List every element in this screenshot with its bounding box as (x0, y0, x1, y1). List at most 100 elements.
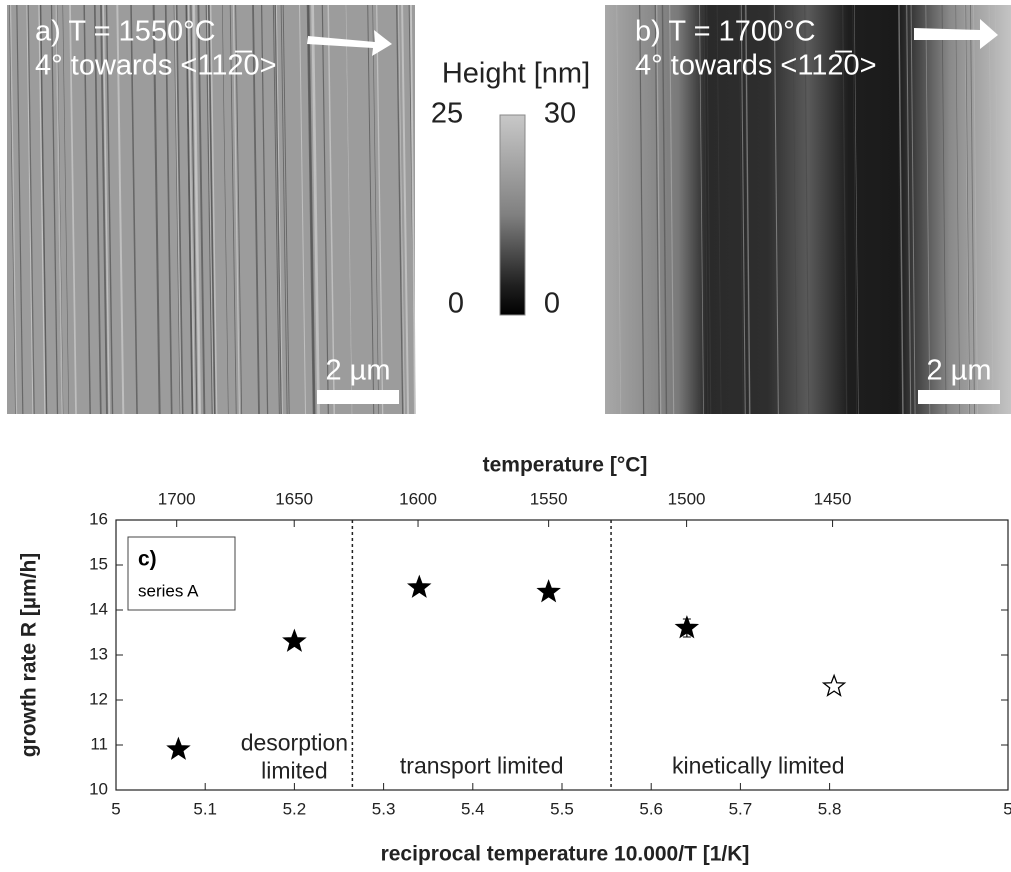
stripe (164, 4, 173, 415)
colorbar-label: 0 (448, 288, 464, 320)
panel-direction: 4° towards <112̅0> (635, 50, 877, 82)
stripe (327, 4, 335, 415)
stripe (272, 4, 280, 415)
stripe (175, 4, 184, 415)
stripe (965, 4, 971, 415)
stripe (235, 4, 243, 415)
stripe (208, 4, 217, 415)
stripe (208, 4, 216, 415)
stripe (906, 4, 912, 415)
stripe (706, 4, 712, 415)
stripe (995, 4, 1000, 415)
stripe (16, 4, 24, 415)
x-tick-label: 5.2 (283, 799, 307, 818)
panel-direction: 4° towards <112̅0> (35, 50, 277, 82)
stripe (744, 4, 750, 415)
stripe (655, 4, 662, 415)
stripe (260, 4, 269, 415)
stripe (372, 4, 379, 415)
stripe (661, 4, 668, 415)
stripe (321, 4, 329, 415)
colorbar-label: 0 (544, 288, 560, 320)
top-axis-title: temperature [°C] (483, 454, 648, 477)
stripe (50, 4, 59, 415)
stripe (152, 4, 161, 415)
stripe (229, 4, 237, 415)
data-point (536, 579, 561, 603)
panel-label: b) T = 1700°C (635, 16, 816, 48)
stripe (345, 4, 353, 415)
stripe (804, 4, 810, 415)
panel-label: c) (138, 548, 157, 571)
stripe (401, 4, 410, 415)
panel-sublabel: series A (138, 581, 199, 600)
scalebar-label: 2 µm (926, 355, 991, 387)
y-tick-label: 11 (90, 734, 108, 753)
stripe (654, 4, 660, 415)
stripe (197, 4, 206, 415)
stripe (988, 4, 994, 415)
stripe (116, 4, 125, 415)
stripe (174, 4, 183, 415)
top-x-tick-label: 1700 (158, 489, 196, 508)
stripe (275, 4, 283, 415)
y-tick-label: 16 (89, 509, 108, 528)
stripe (83, 4, 91, 415)
x-tick-label: 5.1 (193, 799, 217, 818)
stripe (616, 4, 622, 415)
stripe (9, 4, 18, 415)
arrow (914, 19, 998, 49)
stripe (282, 4, 290, 415)
stripe (842, 4, 848, 415)
stripe (854, 4, 859, 415)
stripe (130, 4, 138, 415)
stripe (396, 4, 404, 415)
stripe (898, 4, 904, 415)
scalebar-label: 2 µm (325, 355, 390, 387)
stripe (103, 4, 110, 415)
x-tick-label: 5.4 (461, 799, 485, 818)
stripe (970, 4, 975, 415)
panel-label: a) T = 1550°C (35, 16, 216, 48)
stripe (55, 4, 63, 415)
stripe (852, 4, 858, 415)
scalebar (918, 390, 1000, 404)
stripe (187, 4, 196, 415)
data-point (407, 574, 432, 598)
stripe (792, 4, 798, 415)
stripe (398, 4, 405, 415)
stripe (669, 4, 675, 415)
x-tick-label: 5.8 (818, 799, 842, 818)
x-tick-label: 5.7 (729, 799, 753, 818)
stripe (703, 4, 709, 415)
top-x-tick-label: 1550 (530, 489, 568, 508)
stripe (312, 4, 320, 415)
stripe (773, 4, 779, 415)
x-tick-label: 5 (111, 799, 120, 818)
stripe (280, 4, 288, 415)
stripe (209, 4, 218, 415)
x-tick-label: 5 (1003, 799, 1011, 818)
x-axis-title: reciprocal temperature 10.000/T [1/K] (381, 843, 750, 866)
stripe (102, 4, 110, 415)
stripe (40, 4, 48, 415)
stripe (307, 4, 316, 415)
stripe (62, 4, 70, 415)
stripe (367, 4, 375, 415)
stripe (639, 4, 645, 415)
stripe (905, 4, 911, 415)
stripe (274, 4, 282, 415)
stripe (955, 4, 961, 415)
top-x-tick-label: 1500 (668, 489, 706, 508)
x-tick-label: 5.3 (372, 799, 396, 818)
stripe (745, 4, 751, 415)
stripe (738, 4, 744, 415)
stripe (410, 4, 416, 415)
stripe (193, 4, 202, 415)
stripe (964, 4, 970, 415)
y-tick-label: 12 (89, 689, 108, 708)
scalebar (317, 390, 399, 404)
colorbar-label: 25 (431, 98, 463, 130)
stripe (639, 4, 645, 415)
